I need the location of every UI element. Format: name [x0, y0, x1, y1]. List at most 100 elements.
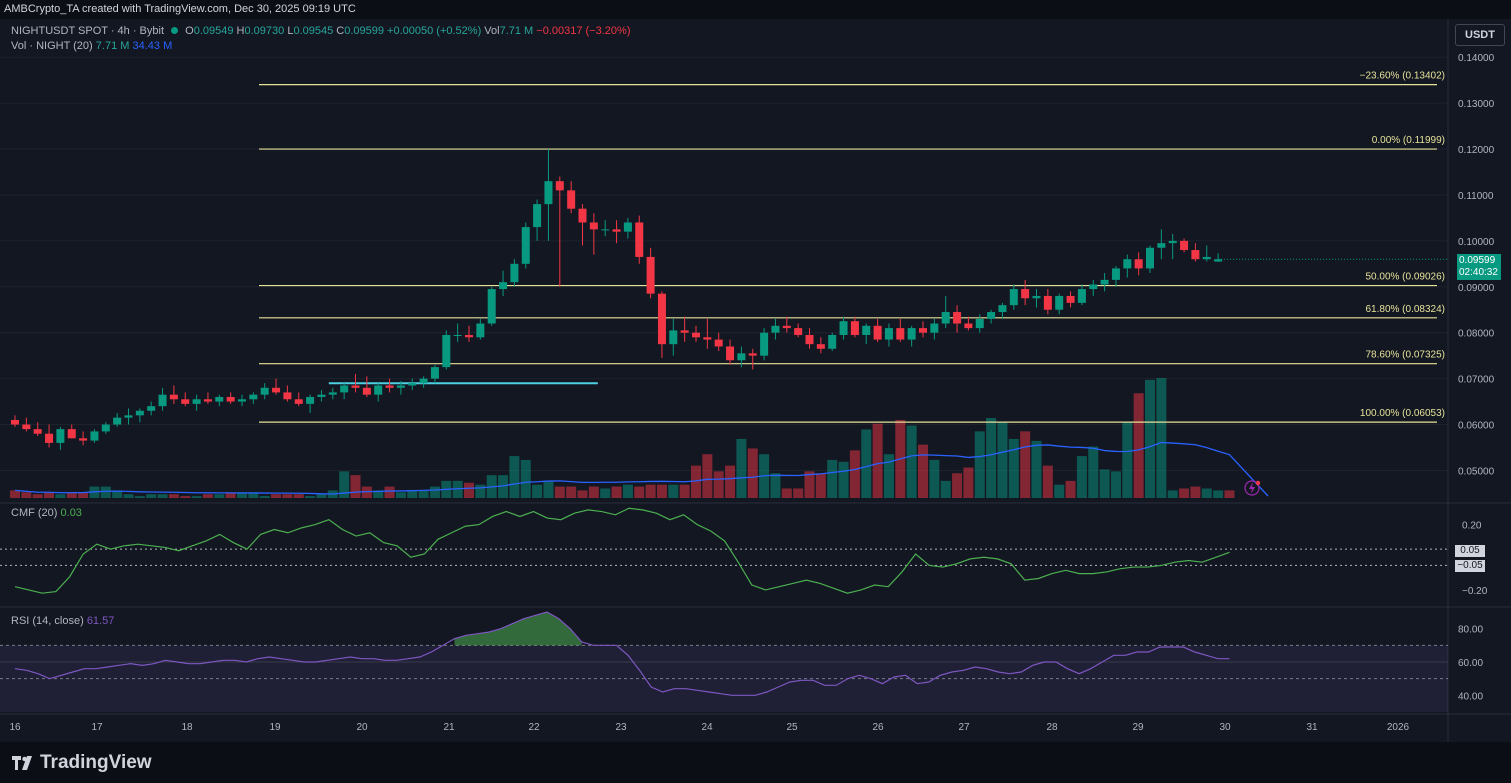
- volume-bar: [838, 461, 849, 498]
- price-tick-label: 0.12000: [1458, 145, 1495, 156]
- price-tick-label: 0.10000: [1458, 237, 1495, 248]
- currency-button[interactable]: USDT: [1455, 24, 1505, 46]
- volume-bar: [1122, 421, 1133, 498]
- candle-body: [1043, 295, 1052, 310]
- rsi-label[interactable]: RSI (14, close): [11, 615, 84, 627]
- volume-bar: [679, 484, 690, 498]
- volume-legend: Vol · NIGHT (20) 7.71 M 34.43 M: [11, 40, 172, 52]
- candle-body: [442, 334, 451, 368]
- volume-bar: [191, 496, 202, 498]
- market-status-icon: [171, 27, 179, 34]
- candle-body: [544, 181, 553, 205]
- candle-body: [953, 312, 962, 324]
- volume-bar: [827, 459, 838, 498]
- candle-body: [726, 346, 735, 361]
- volume-bar: [532, 484, 543, 498]
- volume-bar: [429, 486, 440, 498]
- candle-body: [1146, 247, 1154, 269]
- candle-body: [1168, 240, 1177, 244]
- volume-bar: [1042, 465, 1053, 498]
- candle-body: [975, 318, 984, 329]
- candle-body: [1191, 250, 1200, 260]
- volume-bar: [498, 475, 509, 498]
- volume-bar: [554, 486, 565, 498]
- volume-bar: [168, 494, 179, 498]
- fib-level-label: 61.80% (0.08324): [1365, 304, 1445, 315]
- candle-body: [748, 353, 757, 356]
- cmf-tick-label: 0.20: [1462, 521, 1482, 532]
- candle-body: [1180, 240, 1189, 251]
- fib-level-label: 78.60% (0.07325): [1365, 350, 1445, 361]
- volume-bar: [55, 494, 66, 498]
- candle-body: [453, 334, 462, 336]
- time-tick-label: 2026: [1387, 722, 1410, 733]
- symbol-title[interactable]: NIGHTUSDT SPOT · 4h · Bybit: [11, 25, 165, 37]
- time-tick-label: 31: [1306, 722, 1318, 733]
- candle-body: [45, 433, 54, 443]
- candle-body: [215, 396, 224, 402]
- volume-bar: [588, 486, 599, 498]
- volume-bar: [611, 486, 622, 498]
- volume-bar: [134, 496, 145, 498]
- price-tick-label: 0.13000: [1458, 99, 1495, 110]
- volume-bar: [702, 454, 713, 498]
- volume-bar: [100, 486, 111, 498]
- candle-body: [839, 321, 848, 335]
- price-tick-label: 0.11000: [1458, 191, 1494, 202]
- candle-body: [1089, 284, 1098, 290]
- time-tick-label: 30: [1219, 722, 1231, 733]
- volume-bar: [1167, 490, 1178, 498]
- candle-body: [589, 222, 598, 230]
- candle-body: [90, 431, 99, 441]
- candle-body: [896, 328, 905, 340]
- tradingview-logo[interactable]: TradingView: [12, 752, 152, 774]
- vol-label: Vol: [484, 25, 500, 37]
- time-tick-label: 25: [786, 722, 798, 733]
- candle-body: [919, 328, 927, 333]
- candle-body: [56, 429, 65, 443]
- time-tick-label: 22: [528, 722, 540, 733]
- cmf-label[interactable]: CMF (20): [11, 507, 58, 519]
- time-tick-label: 18: [181, 722, 193, 733]
- cmf-value: 0.03: [60, 507, 82, 519]
- candle-body: [805, 334, 814, 345]
- last-price: 0.09599: [1459, 255, 1496, 266]
- high-label: H: [236, 25, 245, 37]
- time-tick-label: 28: [1046, 722, 1058, 733]
- credit-text: AMBCrypto_TA created with TradingView.co…: [4, 3, 356, 15]
- alert-dot: [1255, 480, 1261, 486]
- candle-body: [862, 325, 871, 335]
- candle-body: [533, 204, 542, 228]
- candle-body: [374, 385, 383, 395]
- candle-body: [238, 399, 246, 402]
- vol-change-value: −0.00317 (−3.20%): [536, 25, 631, 37]
- change-value: +0.00050 (+0.52%): [387, 25, 482, 37]
- candle-body: [1077, 289, 1086, 303]
- candle-body: [33, 429, 42, 434]
- rsi-tick-label: 60.00: [1458, 658, 1483, 669]
- volume-bar: [282, 494, 293, 498]
- volume-bar: [180, 496, 191, 498]
- candle-body: [499, 282, 508, 290]
- footer-bar: [0, 742, 1511, 783]
- candle-body: [396, 385, 405, 388]
- candle-body: [884, 328, 893, 340]
- candle-body: [521, 227, 530, 264]
- volume-bar: [305, 496, 316, 498]
- volume-bar: [32, 494, 43, 498]
- volume-bar: [622, 484, 633, 498]
- ohlc-legend: NIGHTUSDT SPOT · 4h · Bybit O0.09549 H0.…: [11, 25, 630, 37]
- cmf-line: [14, 507, 1230, 594]
- candle-body: [11, 419, 19, 425]
- volume-bar: [952, 473, 963, 498]
- vol-value: 7.71 M: [499, 25, 534, 37]
- fib-level-label: −23.60% (0.13402): [1360, 71, 1445, 82]
- volume-bar: [997, 421, 1008, 498]
- volume-bar: [1031, 440, 1042, 498]
- volume-ma-value: 34.43 M: [132, 40, 173, 52]
- candle-body: [567, 190, 576, 209]
- volume-bar: [770, 473, 781, 498]
- volume-indicator-label[interactable]: Vol · NIGHT (20): [11, 40, 93, 52]
- volume-bar: [157, 494, 168, 498]
